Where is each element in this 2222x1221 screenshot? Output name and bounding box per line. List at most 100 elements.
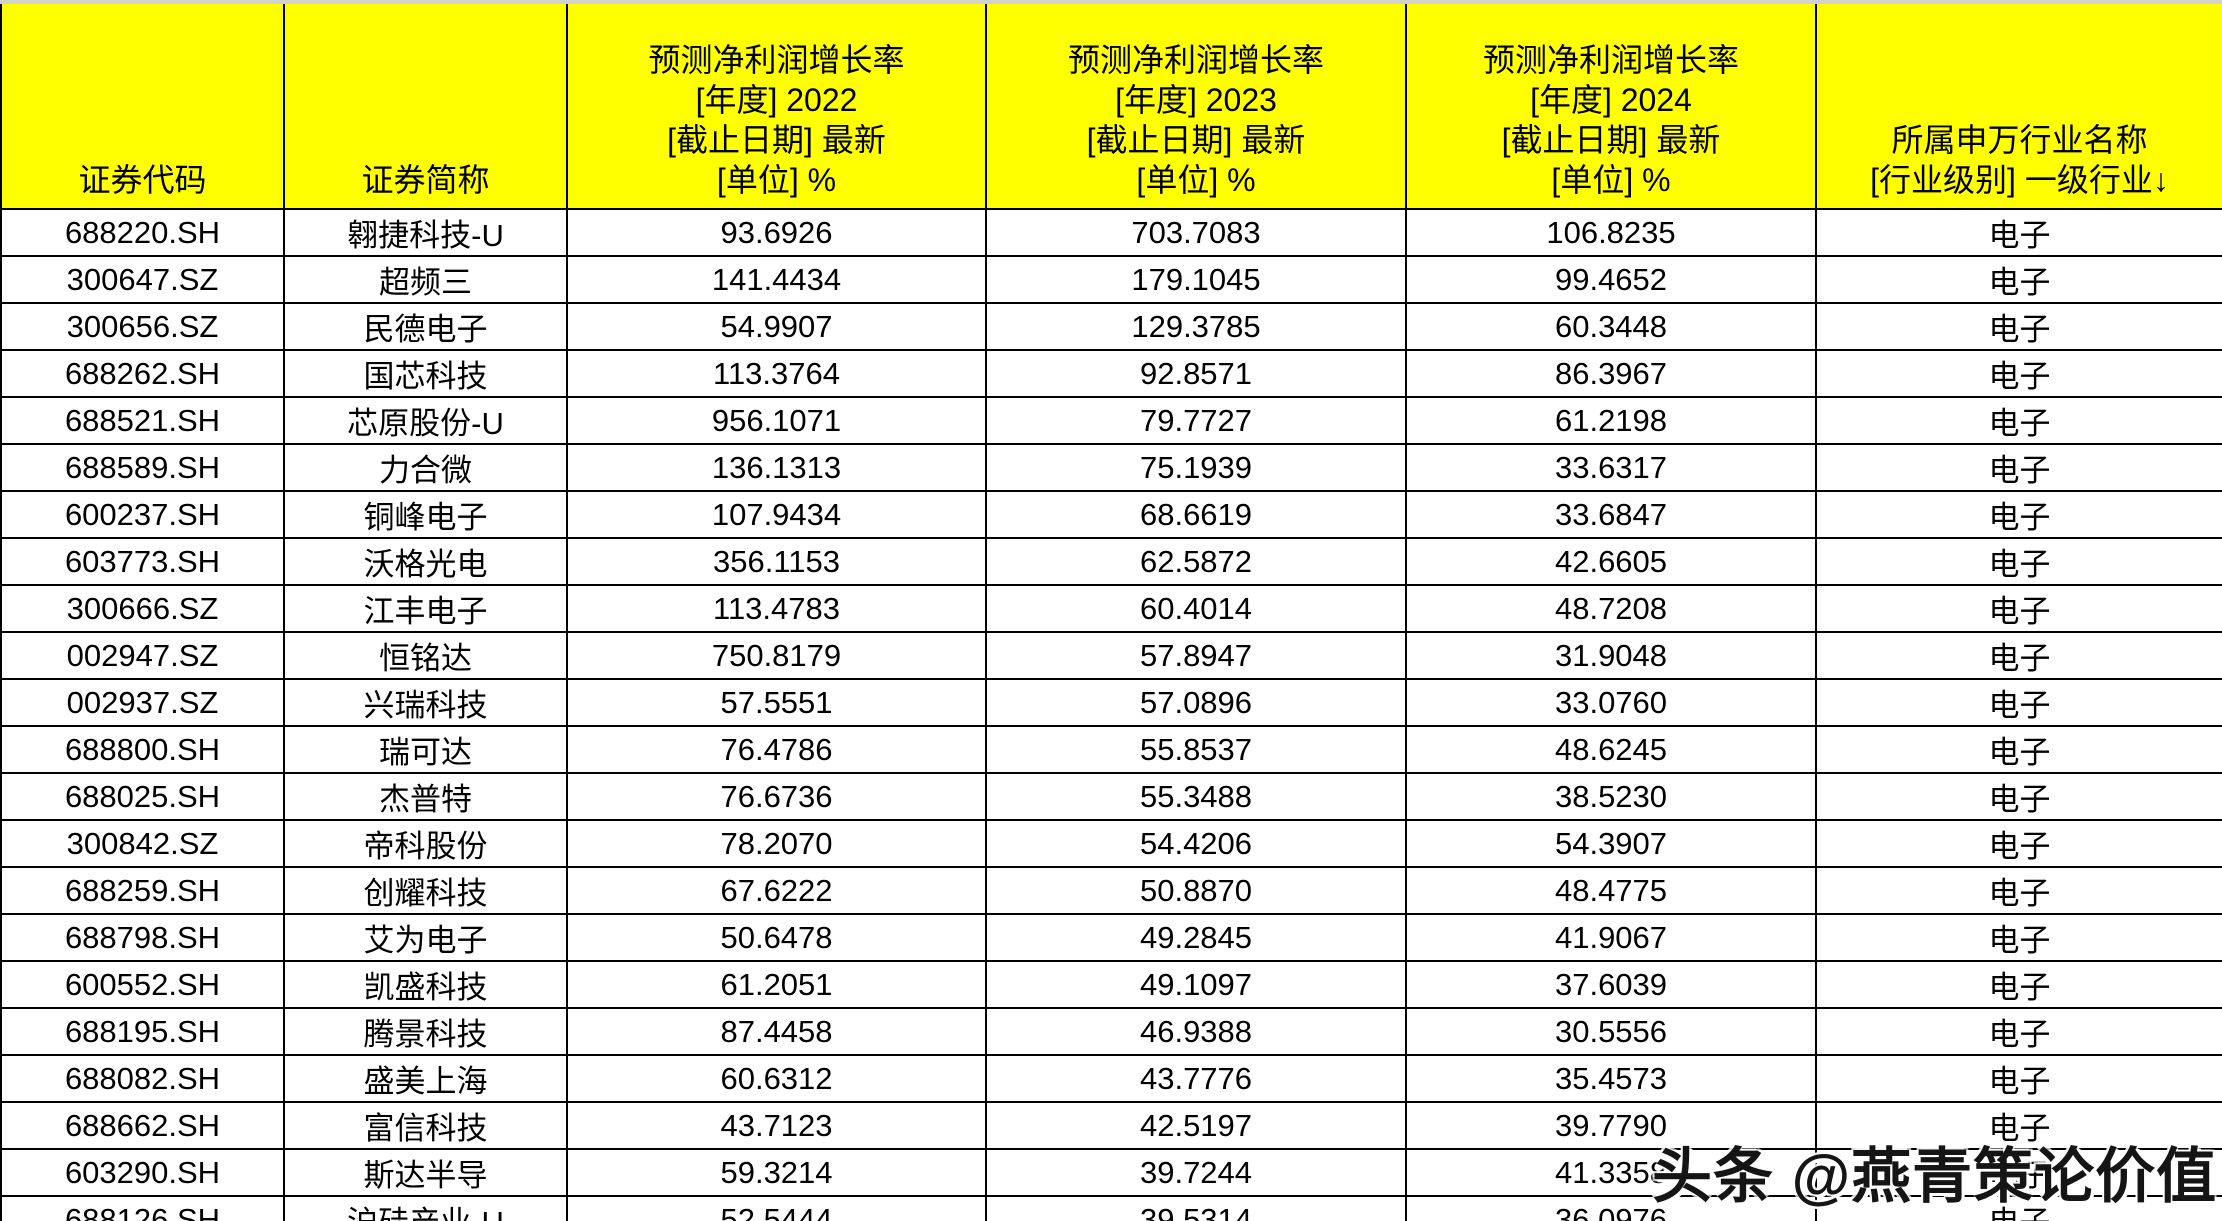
name-cell[interactable]: 创耀科技 xyxy=(283,866,568,915)
g2022-cell[interactable]: 57.5551 xyxy=(566,678,987,727)
industry-cell[interactable]: 电子 xyxy=(1815,490,2222,539)
industry-cell[interactable]: 电子 xyxy=(1815,584,2222,633)
name-cell[interactable]: 沃格光电 xyxy=(283,537,568,586)
g2022-cell[interactable]: 61.2051 xyxy=(566,960,987,1009)
g2022-cell[interactable]: 43.7123 xyxy=(566,1101,987,1150)
industry-cell[interactable]: 电子 xyxy=(1815,349,2222,398)
name-cell[interactable]: 瑞可达 xyxy=(283,725,568,774)
industry-cell[interactable]: 电子 xyxy=(1815,208,2222,257)
industry-cell[interactable]: 电子 xyxy=(1815,866,2222,915)
g2023-cell[interactable]: 129.3785 xyxy=(985,302,1407,351)
g2023-cell[interactable]: 55.8537 xyxy=(985,725,1407,774)
name-cell[interactable]: 凯盛科技 xyxy=(283,960,568,1009)
code-cell[interactable]: 600237.SH xyxy=(0,490,285,539)
code-cell[interactable]: 300647.SZ xyxy=(0,255,285,304)
g2024-cell[interactable]: 61.2198 xyxy=(1405,396,1817,445)
g2022-cell[interactable]: 54.9907 xyxy=(566,302,987,351)
industry-cell[interactable]: 电子 xyxy=(1815,725,2222,774)
name-cell[interactable]: 艾为电子 xyxy=(283,913,568,962)
col-header-g2022[interactable]: 预测净利润增长率 [年度] 2022 [截止日期] 最新 [单位] % xyxy=(566,1,987,210)
g2022-cell[interactable]: 113.3764 xyxy=(566,349,987,398)
g2022-cell[interactable]: 60.6312 xyxy=(566,1054,987,1103)
g2022-cell[interactable]: 50.6478 xyxy=(566,913,987,962)
name-cell[interactable]: 超频三 xyxy=(283,255,568,304)
g2023-cell[interactable]: 60.4014 xyxy=(985,584,1407,633)
g2023-cell[interactable]: 39.7244 xyxy=(985,1148,1407,1197)
g2024-cell[interactable]: 41.3358 xyxy=(1405,1148,1817,1197)
industry-cell[interactable]: 电子 xyxy=(1815,913,2222,962)
industry-cell[interactable]: 电子 xyxy=(1815,1195,2222,1221)
g2022-cell[interactable]: 356.1153 xyxy=(566,537,987,586)
code-cell[interactable]: 688220.SH xyxy=(0,208,285,257)
name-cell[interactable]: 民德电子 xyxy=(283,302,568,351)
code-cell[interactable]: 688800.SH xyxy=(0,725,285,774)
industry-cell[interactable]: 电子 xyxy=(1815,1148,2222,1197)
code-cell[interactable]: 300842.SZ xyxy=(0,819,285,868)
g2024-cell[interactable]: 60.3448 xyxy=(1405,302,1817,351)
g2024-cell[interactable]: 86.3967 xyxy=(1405,349,1817,398)
code-cell[interactable]: 688259.SH xyxy=(0,866,285,915)
g2024-cell[interactable]: 48.7208 xyxy=(1405,584,1817,633)
industry-cell[interactable]: 电子 xyxy=(1815,396,2222,445)
g2024-cell[interactable]: 31.9048 xyxy=(1405,631,1817,680)
col-header-g2023[interactable]: 预测净利润增长率 [年度] 2023 [截止日期] 最新 [单位] % xyxy=(985,1,1407,210)
g2024-cell[interactable]: 36.0976 xyxy=(1405,1195,1817,1221)
g2024-cell[interactable]: 54.3907 xyxy=(1405,819,1817,868)
code-cell[interactable]: 688082.SH xyxy=(0,1054,285,1103)
g2022-cell[interactable]: 93.6926 xyxy=(566,208,987,257)
g2022-cell[interactable]: 76.4786 xyxy=(566,725,987,774)
name-cell[interactable]: 力合微 xyxy=(283,443,568,492)
g2024-cell[interactable]: 33.6317 xyxy=(1405,443,1817,492)
g2024-cell[interactable]: 38.5230 xyxy=(1405,772,1817,821)
g2024-cell[interactable]: 33.6847 xyxy=(1405,490,1817,539)
industry-cell[interactable]: 电子 xyxy=(1815,631,2222,680)
g2022-cell[interactable]: 956.1071 xyxy=(566,396,987,445)
code-cell[interactable]: 688262.SH xyxy=(0,349,285,398)
name-cell[interactable]: 兴瑞科技 xyxy=(283,678,568,727)
code-cell[interactable]: 688798.SH xyxy=(0,913,285,962)
g2022-cell[interactable]: 76.6736 xyxy=(566,772,987,821)
g2022-cell[interactable]: 67.6222 xyxy=(566,866,987,915)
name-cell[interactable]: 沪硅产业-U xyxy=(283,1195,568,1221)
code-cell[interactable]: 688126.SH xyxy=(0,1195,285,1221)
name-cell[interactable]: 富信科技 xyxy=(283,1101,568,1150)
g2023-cell[interactable]: 54.4206 xyxy=(985,819,1407,868)
g2023-cell[interactable]: 703.7083 xyxy=(985,208,1407,257)
code-cell[interactable]: 300666.SZ xyxy=(0,584,285,633)
industry-cell[interactable]: 电子 xyxy=(1815,537,2222,586)
g2023-cell[interactable]: 42.5197 xyxy=(985,1101,1407,1150)
g2023-cell[interactable]: 57.8947 xyxy=(985,631,1407,680)
code-cell[interactable]: 688521.SH xyxy=(0,396,285,445)
g2024-cell[interactable]: 42.6605 xyxy=(1405,537,1817,586)
name-cell[interactable]: 帝科股份 xyxy=(283,819,568,868)
g2022-cell[interactable]: 107.9434 xyxy=(566,490,987,539)
industry-cell[interactable]: 电子 xyxy=(1815,443,2222,492)
industry-cell[interactable]: 电子 xyxy=(1815,1054,2222,1103)
g2022-cell[interactable]: 136.1313 xyxy=(566,443,987,492)
code-cell[interactable]: 688195.SH xyxy=(0,1007,285,1056)
code-cell[interactable]: 603773.SH xyxy=(0,537,285,586)
name-cell[interactable]: 铜峰电子 xyxy=(283,490,568,539)
g2023-cell[interactable]: 39.5314 xyxy=(985,1195,1407,1221)
code-cell[interactable]: 600552.SH xyxy=(0,960,285,1009)
name-cell[interactable]: 芯原股份-U xyxy=(283,396,568,445)
g2022-cell[interactable]: 78.2070 xyxy=(566,819,987,868)
name-cell[interactable]: 盛美上海 xyxy=(283,1054,568,1103)
name-cell[interactable]: 翱捷科技-U xyxy=(283,208,568,257)
g2022-cell[interactable]: 87.4458 xyxy=(566,1007,987,1056)
g2024-cell[interactable]: 41.9067 xyxy=(1405,913,1817,962)
g2024-cell[interactable]: 35.4573 xyxy=(1405,1054,1817,1103)
name-cell[interactable]: 斯达半导 xyxy=(283,1148,568,1197)
g2023-cell[interactable]: 46.9388 xyxy=(985,1007,1407,1056)
g2023-cell[interactable]: 79.7727 xyxy=(985,396,1407,445)
industry-cell[interactable]: 电子 xyxy=(1815,1007,2222,1056)
g2022-cell[interactable]: 113.4783 xyxy=(566,584,987,633)
g2023-cell[interactable]: 62.5872 xyxy=(985,537,1407,586)
industry-cell[interactable]: 电子 xyxy=(1815,819,2222,868)
g2024-cell[interactable]: 39.7790 xyxy=(1405,1101,1817,1150)
name-cell[interactable]: 江丰电子 xyxy=(283,584,568,633)
code-cell[interactable]: 688589.SH xyxy=(0,443,285,492)
g2023-cell[interactable]: 43.7776 xyxy=(985,1054,1407,1103)
col-header-code[interactable]: 证券代码 xyxy=(0,1,285,210)
g2022-cell[interactable]: 59.3214 xyxy=(566,1148,987,1197)
